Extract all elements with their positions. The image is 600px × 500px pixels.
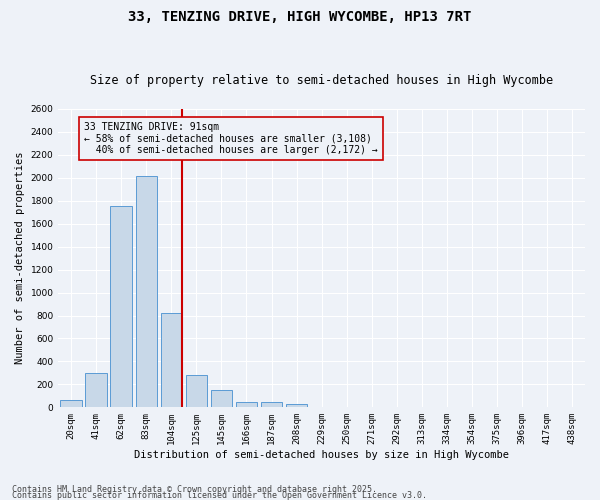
Text: Contains HM Land Registry data © Crown copyright and database right 2025.: Contains HM Land Registry data © Crown c… xyxy=(12,485,377,494)
Bar xyxy=(85,374,107,408)
Text: 33, TENZING DRIVE, HIGH WYCOMBE, HP13 7RT: 33, TENZING DRIVE, HIGH WYCOMBE, HP13 7R… xyxy=(128,10,472,24)
Text: Contains public sector information licensed under the Open Government Licence v3: Contains public sector information licen… xyxy=(12,491,427,500)
Bar xyxy=(161,313,182,408)
Y-axis label: Number of semi-detached properties: Number of semi-detached properties xyxy=(15,152,25,364)
Bar xyxy=(286,404,307,407)
Bar xyxy=(261,402,282,407)
Bar xyxy=(60,400,82,407)
Bar xyxy=(110,206,132,408)
Bar xyxy=(236,402,257,407)
X-axis label: Distribution of semi-detached houses by size in High Wycombe: Distribution of semi-detached houses by … xyxy=(134,450,509,460)
Bar xyxy=(185,374,207,408)
Title: Size of property relative to semi-detached houses in High Wycombe: Size of property relative to semi-detach… xyxy=(90,74,553,87)
Bar xyxy=(136,176,157,408)
Text: 33 TENZING DRIVE: 91sqm
← 58% of semi-detached houses are smaller (3,108)
  40% : 33 TENZING DRIVE: 91sqm ← 58% of semi-de… xyxy=(84,122,378,155)
Bar xyxy=(211,390,232,407)
